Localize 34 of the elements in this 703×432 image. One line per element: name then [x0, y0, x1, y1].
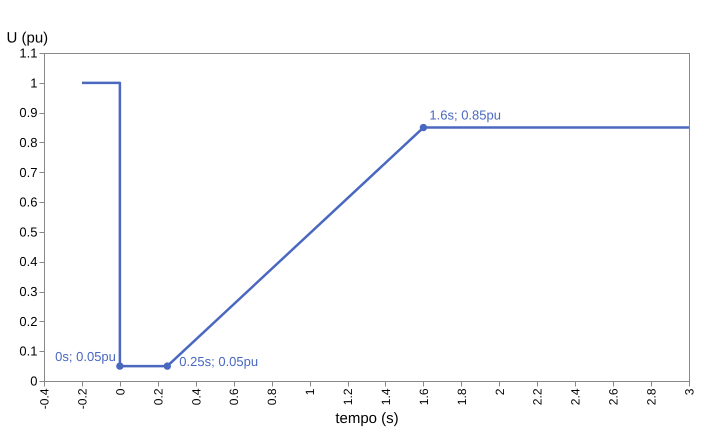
x-tick-label: 0.4 [189, 388, 204, 406]
x-tick-label: -0.4 [38, 388, 52, 410]
x-tick-label: 0 [113, 388, 128, 396]
y-tick-label: 0.8 [19, 134, 38, 150]
y-tick-label: 0.4 [19, 254, 38, 270]
x-tick-label: 2.4 [568, 388, 583, 406]
y-tick-label: 1.1 [19, 46, 38, 60]
y-tick-label: 0.6 [19, 194, 38, 210]
x-tick-label: 1 [303, 388, 318, 396]
y-tick-label: 0.1 [19, 344, 38, 359]
x-tick-label: 2.6 [606, 388, 621, 406]
y-tick-label: 0.3 [19, 284, 38, 300]
x-tick-label: 0.8 [265, 388, 280, 406]
x-tick-label: 1.6 [416, 388, 431, 406]
y-axis-title: U (pu) [6, 30, 48, 46]
y-tick-label: 1 [30, 75, 38, 90]
x-tick-label: 3 [682, 388, 696, 396]
x-tick-label: 0.6 [227, 388, 242, 406]
y-tick-label: 0.7 [19, 164, 38, 180]
x-axis-title: tempo (s) [335, 410, 399, 428]
x-tick-label: -0.2 [75, 388, 90, 410]
x-tick-label: 2.2 [530, 388, 545, 406]
annotation: 0.25s; 0.05pu [179, 354, 258, 370]
y-tick-label: 0.9 [19, 105, 38, 120]
x-tick-label: 0.2 [151, 388, 166, 406]
annotation: 0s; 0.05pu [55, 349, 116, 364]
annotation: 1.6s; 0.85pu [429, 108, 501, 123]
x-tick-label: 2.8 [644, 388, 659, 406]
y-tick-label: 0.5 [19, 224, 38, 240]
x-tick-label: 1.4 [378, 388, 393, 406]
x-tick-label: 2 [492, 388, 507, 396]
y-tick-label: 0.2 [19, 314, 38, 329]
x-tick-label: 1.8 [454, 388, 469, 406]
x-tick-label: 1.2 [341, 388, 356, 406]
